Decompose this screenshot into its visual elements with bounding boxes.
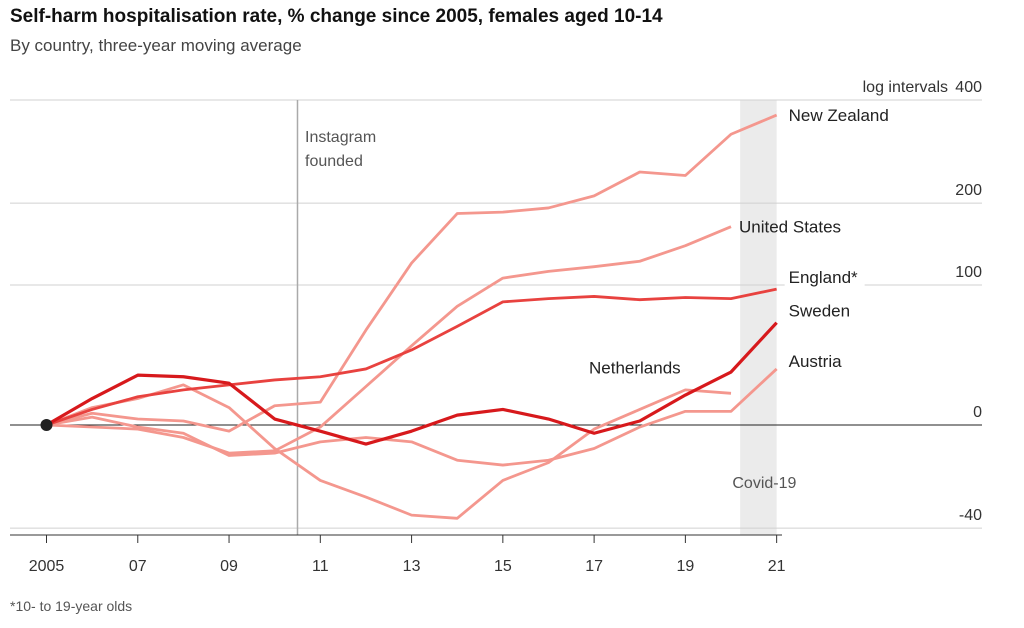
x-tick-label: 13: [403, 558, 421, 575]
y-tick-label: 0: [973, 404, 982, 421]
x-tick-label: 2005: [29, 558, 65, 575]
series-line: [46, 225, 732, 455]
annotation: Covid-19: [732, 475, 796, 492]
series-label: United States: [739, 218, 841, 237]
y-tick-label: 100: [955, 264, 982, 281]
label-bg: [784, 271, 865, 296]
series-label: New Zealand: [789, 106, 889, 125]
chart-title: Self-harm hospitalisation rate, % change…: [10, 6, 663, 27]
chart-subtitle: By country, three-year moving average: [10, 36, 302, 55]
annotation: Instagram founded: [305, 129, 377, 170]
series-label: Austria: [789, 352, 842, 371]
y-tick-label: 400: [955, 79, 982, 96]
x-tick-label: 07: [129, 558, 147, 575]
series-label: Sweden: [789, 302, 850, 321]
y-axis-label: log intervals: [863, 79, 948, 96]
y-tick-label: -40: [959, 507, 982, 524]
x-tick-label: 21: [768, 558, 786, 575]
base-point: [40, 419, 53, 432]
series-line: [45, 321, 778, 446]
x-tick-label: 15: [494, 558, 512, 575]
series-label: Netherlands: [589, 358, 681, 377]
series-line: [46, 113, 778, 433]
covid-band: [740, 100, 777, 535]
series-label: England*: [789, 268, 858, 287]
series-line: [46, 287, 777, 427]
x-tick-label: 19: [676, 558, 694, 575]
x-tick-label: 09: [220, 558, 238, 575]
series-line: [46, 367, 778, 467]
x-tick-label: 11: [312, 558, 329, 575]
y-tick-label: 200: [955, 182, 982, 199]
x-tick-label: 17: [585, 558, 603, 575]
footnote: *10- to 19-year olds: [10, 598, 133, 614]
series-line: [46, 383, 732, 520]
